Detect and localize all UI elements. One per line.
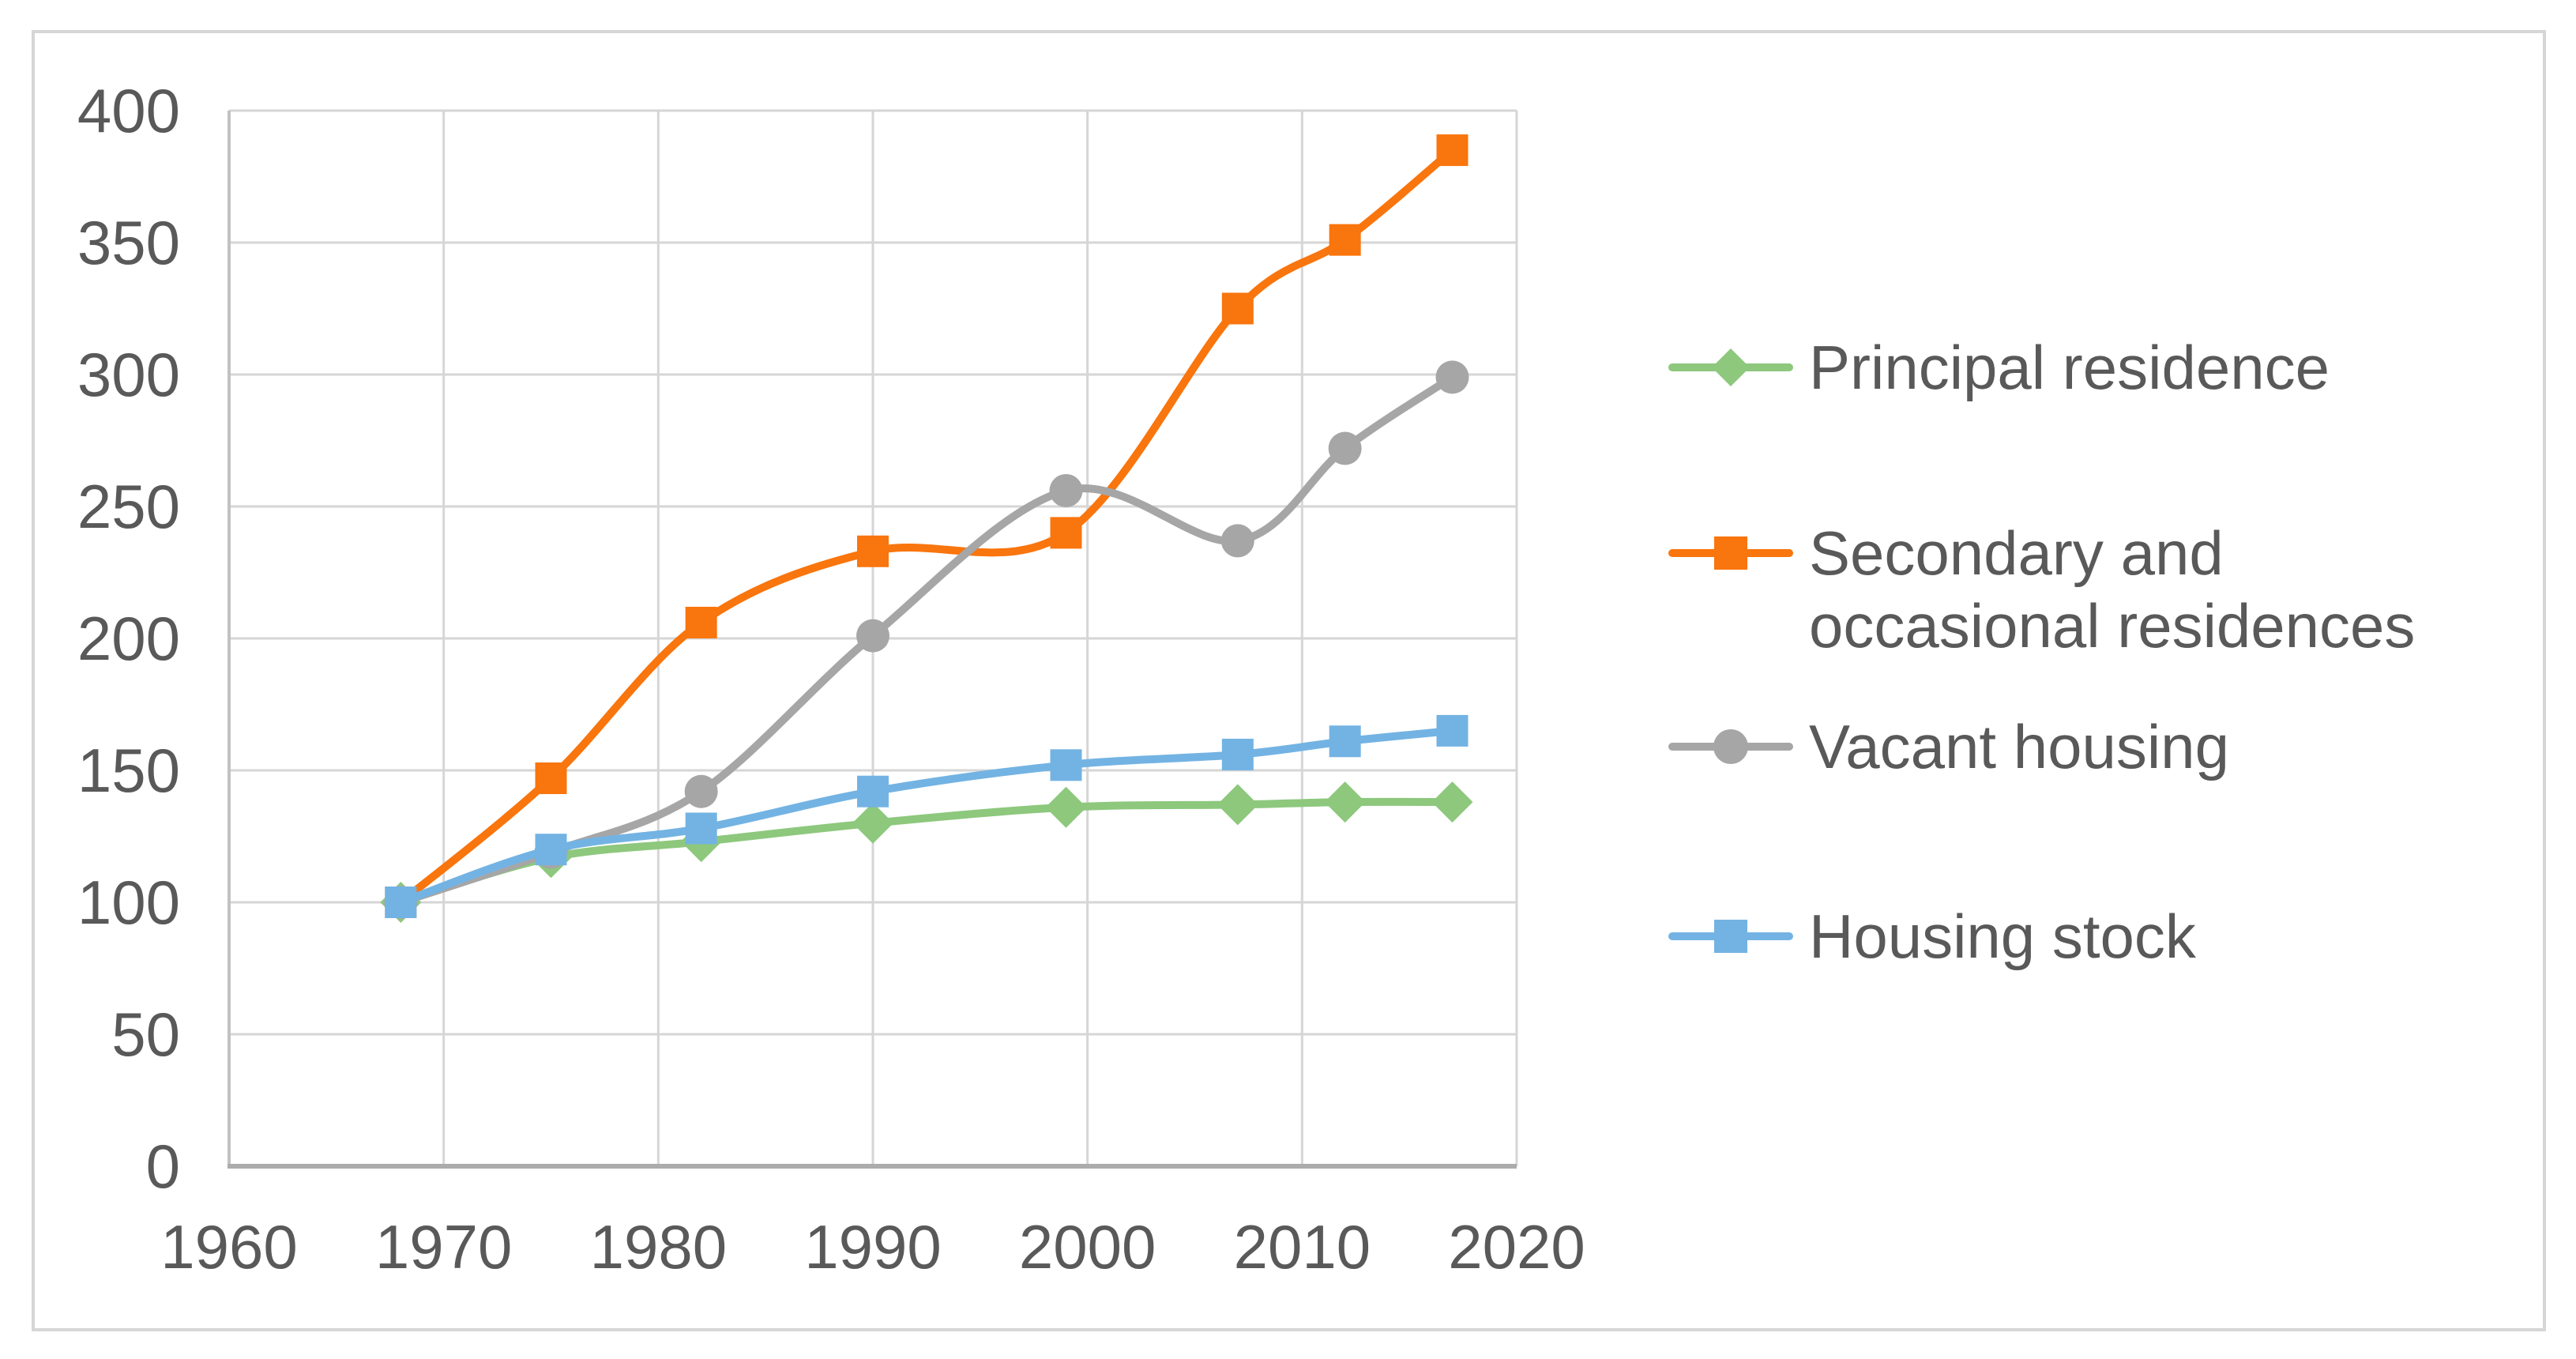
data-point-secondary-and-occasional-residences[interactable]: [535, 762, 567, 795]
x-axis-tick-label: 1980: [590, 1212, 728, 1282]
data-point-vacant-housing[interactable]: [1049, 473, 1083, 507]
data-point-housing-stock[interactable]: [385, 887, 417, 918]
data-point-housing-stock[interactable]: [1050, 749, 1082, 781]
legend-item-housing-stock[interactable]: Housing stock: [1668, 900, 2196, 973]
x-axis-tick-label: 2010: [1234, 1212, 1371, 1282]
data-point-vacant-housing[interactable]: [856, 619, 889, 653]
y-axis-tick-label: 400: [77, 76, 180, 145]
y-axis-tick-label: 250: [77, 472, 180, 541]
legend-item-vacant-housing[interactable]: Vacant housing: [1668, 710, 2229, 783]
data-point-housing-stock[interactable]: [1436, 714, 1469, 747]
data-point-vacant-housing[interactable]: [1435, 360, 1469, 394]
data-point-vacant-housing[interactable]: [684, 774, 718, 808]
secondary-residences-legend-key: [1668, 517, 1793, 589]
data-point-vacant-housing[interactable]: [1220, 524, 1254, 558]
data-point-principal-residence[interactable]: [1217, 784, 1258, 826]
square-marker-icon: [1714, 920, 1747, 953]
chart-legend: Principal residence Secondary and occasi…: [1668, 0, 2529, 1359]
data-point-housing-stock[interactable]: [857, 775, 889, 807]
data-point-secondary-and-occasional-residences[interactable]: [1329, 224, 1361, 256]
y-axis-tick-label: 0: [146, 1131, 180, 1201]
legend-label: Principal residence: [1809, 333, 2330, 402]
chart-border-frame: [32, 30, 2546, 1331]
data-point-secondary-and-occasional-residences[interactable]: [1050, 517, 1082, 549]
data-point-secondary-and-occasional-residences[interactable]: [857, 535, 889, 567]
y-axis-tick-label: 150: [77, 736, 180, 805]
x-axis-tick-label: 1990: [804, 1212, 942, 1282]
legend-item-secondary-residences[interactable]: Secondary and occasional residences: [1668, 517, 2529, 662]
data-point-housing-stock[interactable]: [1329, 725, 1361, 758]
data-point-principal-residence[interactable]: [1324, 781, 1366, 823]
y-axis-tick-label: 100: [77, 868, 180, 937]
housing-stock-legend-key: [1668, 900, 1793, 973]
legend-label: Secondary and occasional residences: [1809, 518, 2416, 661]
data-point-housing-stock[interactable]: [685, 812, 717, 845]
data-point-principal-residence[interactable]: [852, 802, 893, 844]
data-point-secondary-and-occasional-residences[interactable]: [1221, 292, 1254, 325]
data-point-secondary-and-occasional-residences[interactable]: [1436, 134, 1469, 167]
data-point-principal-residence[interactable]: [1431, 781, 1473, 823]
diamond-marker-icon: [1711, 348, 1751, 387]
data-point-housing-stock[interactable]: [1221, 738, 1254, 770]
data-point-vacant-housing[interactable]: [1328, 431, 1362, 465]
y-axis-tick-label: 300: [77, 340, 180, 409]
data-point-secondary-and-occasional-residences[interactable]: [685, 606, 717, 638]
vacant-housing-legend-key: [1668, 710, 1793, 783]
y-axis-tick-label: 200: [77, 604, 180, 673]
square-marker-icon: [1714, 536, 1747, 570]
series-line-vacant-housing: [397, 373, 1457, 906]
y-axis-tick-label: 350: [77, 208, 180, 277]
legend-label: Housing stock: [1809, 902, 2196, 971]
x-axis-tick-label: 1960: [160, 1212, 298, 1282]
x-axis-tick-label: 1970: [375, 1212, 513, 1282]
principal-residence-legend-key: [1668, 331, 1793, 404]
legend-item-principal-residence[interactable]: Principal residence: [1668, 331, 2330, 404]
y-axis-tick-label: 50: [111, 999, 180, 1069]
circle-marker-icon: [1713, 729, 1748, 764]
x-axis-tick-label: 2000: [1019, 1212, 1156, 1282]
x-axis-tick-label: 2020: [1448, 1212, 1585, 1282]
data-point-principal-residence[interactable]: [1045, 786, 1087, 828]
data-point-housing-stock[interactable]: [535, 834, 567, 866]
legend-label: Vacant housing: [1809, 712, 2229, 781]
